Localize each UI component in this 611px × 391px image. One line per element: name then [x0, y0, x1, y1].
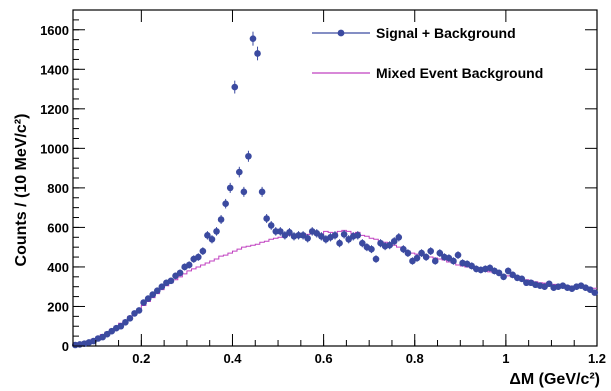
signal-data-point: [249, 35, 257, 42]
signal-data-point: [368, 245, 375, 253]
signal-data-point: [153, 287, 161, 294]
signal-data-point: [418, 249, 425, 257]
signal-data-point: [372, 255, 380, 263]
signal-data-point: [117, 322, 125, 330]
x-tick-label: 0.2: [132, 351, 150, 366]
signal-data-point: [390, 237, 398, 245]
signal-data-point: [140, 299, 147, 306]
signal-data-point: [436, 249, 444, 257]
signal-data-point: [504, 267, 512, 275]
signal-data-point: [545, 280, 553, 288]
y-tick-label: 1400: [40, 62, 69, 77]
x-tick-label: 0.8: [406, 351, 424, 366]
signal-data-point: [258, 188, 266, 196]
signal-data-point: [126, 315, 134, 322]
signal-data-point: [185, 261, 193, 269]
signal-data-point: [450, 257, 457, 265]
signal-data-point: [122, 318, 129, 326]
legend-signal-marker: [337, 29, 345, 37]
signal-data-point: [204, 232, 211, 239]
signal-data-point: [213, 228, 220, 235]
signal-data-point: [431, 257, 439, 265]
signal-data-point: [226, 184, 234, 192]
signal-data-point: [167, 277, 175, 285]
signal-data-point: [359, 239, 366, 247]
signal-data-point: [158, 283, 166, 291]
signal-data-point: [336, 239, 343, 247]
signal-data-point: [386, 241, 393, 249]
y-tick-label: 200: [47, 299, 69, 314]
x-tick-label: 1: [502, 351, 509, 366]
signal-data-point: [422, 253, 430, 261]
signal-data-point: [176, 269, 184, 277]
signal-data-point: [523, 279, 530, 287]
signal-data-point: [263, 215, 270, 222]
signal-data-point: [495, 269, 503, 277]
signal-data-point: [413, 254, 421, 262]
signal-data-point: [304, 234, 311, 242]
signal-data-point: [340, 231, 348, 238]
signal-data-point: [254, 50, 261, 57]
y-tick-label: 1600: [40, 23, 69, 38]
signal-data-point: [331, 232, 339, 239]
signal-data-point: [500, 273, 507, 281]
signal-data-point: [404, 249, 412, 257]
x-tick-label: 0.4: [223, 351, 242, 366]
signal-data-point: [395, 233, 403, 241]
signal-data-point: [286, 229, 293, 236]
signal-data-point: [245, 152, 252, 160]
signal-data-point: [354, 232, 362, 239]
legend: Signal + Background Mixed Event Backgrou…: [312, 25, 543, 81]
signal-data-point: [240, 188, 248, 196]
axis-ticks: 0.2 0.4 0.6 0.8 1 1.2 0 200 400 600 800 1000 1200 140…: [40, 9, 606, 366]
y-tick-label: 0: [62, 339, 69, 354]
signal-data-point: [267, 222, 275, 229]
signal-data-point: [135, 307, 143, 314]
signal-data-point: [222, 200, 229, 207]
x-tick-label: 0.6: [315, 351, 333, 366]
x-axis-label: ΔM (GeV/c²): [509, 371, 600, 388]
signal-series: [71, 31, 599, 349]
x-tick-label: 1.2: [588, 351, 606, 366]
signal-data-point: [199, 247, 207, 255]
signal-data-point: [231, 83, 239, 91]
signal-data-point: [427, 247, 434, 255]
y-tick-label: 800: [47, 181, 69, 196]
signal-data-point: [272, 228, 280, 235]
legend-signal-label: Signal + Background: [376, 25, 516, 41]
signal-data-point: [591, 289, 599, 296]
signal-data-point: [454, 251, 462, 259]
signal-data-point: [217, 216, 225, 223]
signal-data-point: [144, 295, 152, 302]
y-tick-label: 1000: [40, 141, 69, 156]
signal-data-point: [295, 232, 302, 239]
signal-data-point: [195, 253, 202, 261]
y-tick-label: 600: [47, 220, 69, 235]
signal-data-point: [518, 275, 526, 283]
signal-data-point: [208, 235, 216, 243]
signal-data-point: [277, 228, 284, 235]
signal-data-point: [149, 291, 157, 298]
y-tick-label: 1200: [40, 102, 69, 117]
signal-data-point: [236, 168, 243, 176]
legend-mixed-label: Mixed Event Background: [376, 65, 543, 81]
y-tick-label: 400: [47, 260, 69, 275]
y-axis-label: Counts / (10 MeV/c²): [13, 114, 30, 267]
signal-data-point: [400, 245, 407, 253]
